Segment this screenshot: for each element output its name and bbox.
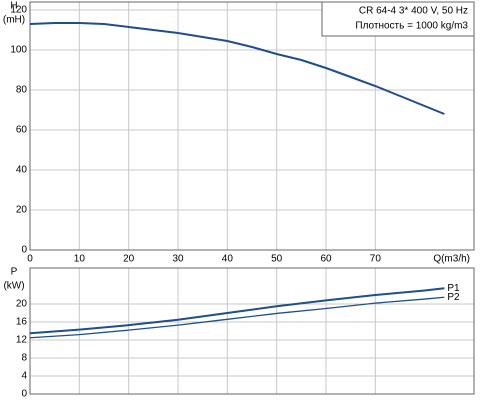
y-tick-label: 40: [16, 165, 28, 176]
x-tick-label: 30: [172, 254, 184, 265]
y-tick-label: 0: [21, 389, 27, 400]
info-text: Плотность = 1000 kg/m3: [355, 21, 468, 32]
y-tick-label: 8: [21, 353, 27, 364]
plot-area: [30, 268, 474, 394]
info-text: CR 64-4 3* 400 V, 50 Hz: [359, 6, 468, 17]
y-tick-label: 60: [16, 125, 28, 136]
y-axis-label: P: [11, 267, 18, 278]
line-series: [29, 296, 445, 339]
x-tick-label: 40: [222, 254, 234, 265]
x-tick-label: 70: [370, 254, 382, 265]
y-tick-label: 100: [10, 45, 27, 56]
x-tick-label: 60: [320, 254, 332, 265]
y-axis-unit: (kW): [3, 281, 24, 292]
series-label: P2: [447, 292, 460, 303]
x-tick-label: 0: [27, 254, 33, 265]
line-series: [29, 22, 445, 115]
x-axis-label: Q(m3/h): [433, 254, 470, 265]
plot-area: [30, 2, 474, 250]
y-tick-label: 20: [16, 299, 28, 310]
plot-frame: [29, 1, 475, 251]
y-tick-label: 20: [16, 205, 28, 216]
y-tick-label: 120: [10, 5, 27, 16]
plot-frame: [29, 267, 475, 395]
y-tick-label: 16: [16, 317, 28, 328]
x-tick-label: 50: [271, 254, 283, 265]
info-box: [321, 1, 475, 37]
series-label: P1: [447, 283, 460, 294]
line-series: [29, 287, 445, 335]
x-tick-label: 20: [123, 254, 135, 265]
y-axis-unit: (mH): [3, 15, 25, 26]
y-tick-label: 4: [21, 371, 27, 382]
y-tick-label: 12: [16, 335, 28, 346]
y-tick-label: 0: [21, 245, 27, 256]
y-axis-label: H: [10, 1, 17, 12]
x-tick-label: 10: [74, 254, 86, 265]
y-tick-label: 80: [16, 85, 28, 96]
